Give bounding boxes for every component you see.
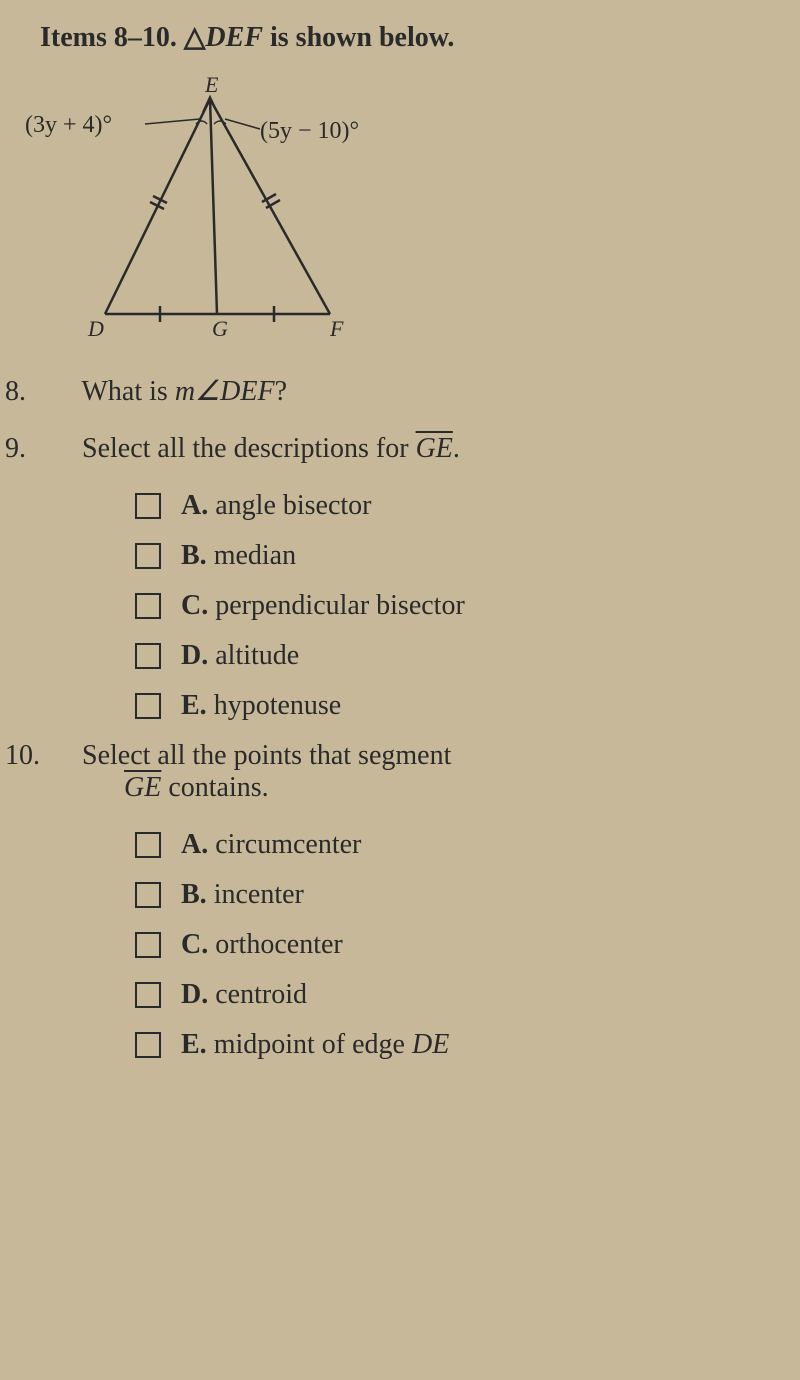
- question-10: 10. Select all the points that segment G…: [40, 740, 760, 804]
- q9-option-c: C. perpendicular bisector: [135, 590, 760, 622]
- option-label: B.: [181, 879, 207, 910]
- option-text: median: [214, 540, 296, 571]
- q9-options: A. angle bisector B. median C. perpendic…: [135, 490, 760, 722]
- checkbox[interactable]: [135, 543, 161, 569]
- q9-option-a: A. angle bisector: [135, 490, 760, 522]
- q8-text-before: What is: [82, 376, 175, 407]
- option-label: C.: [181, 590, 208, 621]
- q9-text-before: Select all the descriptions for: [82, 433, 416, 464]
- angle-label-right: (5y − 10)°: [260, 118, 359, 145]
- q10-text-after: contains.: [161, 772, 268, 803]
- q10-number: 10.: [40, 740, 75, 772]
- triangle-diagram: (3y + 4)° (5y − 10)° E D G F: [40, 74, 390, 344]
- option-label: A.: [181, 490, 208, 521]
- header-prefix: Items 8–10.: [40, 22, 184, 53]
- checkbox[interactable]: [135, 982, 161, 1008]
- q8-text-after: ?: [275, 376, 287, 407]
- q9-option-b: B. median: [135, 540, 760, 572]
- option-text: orthocenter: [215, 929, 343, 960]
- option-label: B.: [181, 540, 207, 571]
- q9-segment: GE: [416, 433, 453, 464]
- option-label: E.: [181, 690, 207, 721]
- checkbox[interactable]: [135, 882, 161, 908]
- option-label: D.: [181, 640, 208, 671]
- option-text: circumcenter: [215, 829, 361, 860]
- q8-number: 8.: [40, 376, 75, 408]
- option-text: midpoint of edge DE: [214, 1029, 450, 1060]
- option-label: E.: [181, 1029, 207, 1060]
- vertex-g: G: [212, 316, 228, 341]
- vertex-e: E: [204, 74, 219, 97]
- question-8: 8. What is m∠DEF?: [40, 374, 760, 408]
- checkbox[interactable]: [135, 832, 161, 858]
- header-suffix: is shown below.: [263, 22, 454, 53]
- option-label: D.: [181, 979, 208, 1010]
- checkbox[interactable]: [135, 493, 161, 519]
- q9-option-e: E. hypotenuse: [135, 690, 760, 722]
- q8-angle-prefix: m∠: [175, 376, 220, 407]
- q10-option-c: C. orthocenter: [135, 929, 760, 961]
- option-text: hypotenuse: [214, 690, 342, 721]
- q10-segment: GE: [124, 772, 161, 803]
- q10-option-b: B. incenter: [135, 879, 760, 911]
- vertex-f: F: [329, 316, 344, 341]
- angle-label-left: (3y + 4)°: [25, 112, 112, 139]
- q10-text-before: Select all the points that segment: [82, 740, 451, 771]
- vertex-d: D: [87, 316, 104, 341]
- triangle-symbol: △: [184, 22, 206, 53]
- option-text: incenter: [214, 879, 304, 910]
- q8-angle-name: DEF: [220, 376, 274, 407]
- checkbox[interactable]: [135, 1032, 161, 1058]
- option-text: angle bisector: [215, 490, 371, 521]
- q10-options: A. circumcenter B. incenter C. orthocent…: [135, 829, 760, 1061]
- items-header: Items 8–10. △DEF is shown below.: [40, 20, 760, 54]
- option-text: perpendicular bisector: [215, 590, 465, 621]
- q9-option-d: D. altitude: [135, 640, 760, 672]
- q10-option-e: E. midpoint of edge DE: [135, 1029, 760, 1061]
- q10-option-a: A. circumcenter: [135, 829, 760, 861]
- q10-option-d: D. centroid: [135, 979, 760, 1011]
- q9-text-after: .: [453, 433, 460, 464]
- checkbox[interactable]: [135, 693, 161, 719]
- q9-number: 9.: [40, 433, 75, 465]
- triangle-name: DEF: [205, 22, 263, 53]
- option-label: C.: [181, 929, 208, 960]
- option-label: A.: [181, 829, 208, 860]
- question-9: 9. Select all the descriptions for GE.: [40, 433, 760, 465]
- option-text: altitude: [215, 640, 299, 671]
- checkbox[interactable]: [135, 593, 161, 619]
- checkbox[interactable]: [135, 643, 161, 669]
- option-text: centroid: [215, 979, 307, 1010]
- checkbox[interactable]: [135, 932, 161, 958]
